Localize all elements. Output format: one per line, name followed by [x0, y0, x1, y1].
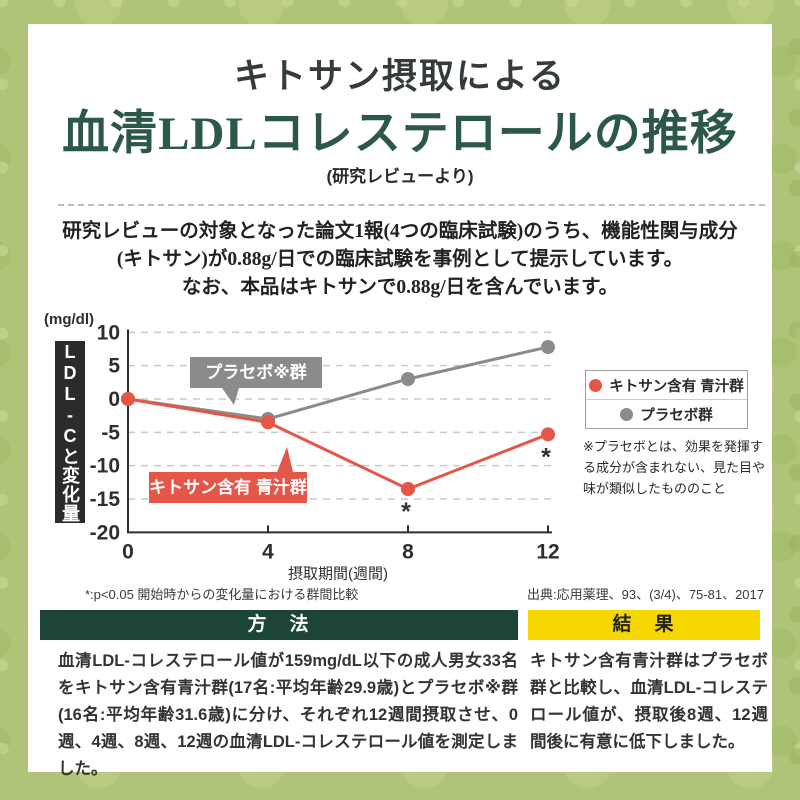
- svg-text:0: 0: [108, 388, 120, 411]
- svg-text:*: *: [401, 498, 411, 526]
- page-subtitle: (研究レビューより): [326, 167, 474, 186]
- intro-paragraph: 研究レビューの対象となった論文1報(4つの臨床試験)のうち、機能性関与成分 (キ…: [28, 218, 772, 302]
- dashed-divider: [58, 204, 765, 206]
- svg-text:5: 5: [108, 355, 120, 378]
- intro-line-3: なお、本品はキトサンで0.88g/日を含んでいます。: [181, 277, 619, 298]
- svg-text:*: *: [541, 443, 551, 471]
- svg-text:-10: -10: [90, 455, 120, 478]
- page-title-line2: 血清LDLコレステロールの推移: [62, 108, 738, 160]
- method-section-header: 方 法: [40, 610, 518, 640]
- white-card: キトサン摂取による 血清LDLコレステロールの推移 (研究レビューより) 研究レ…: [28, 24, 772, 778]
- svg-text:-15: -15: [90, 488, 120, 511]
- result-section-body: キトサン含有青汁群はプラセボ群と比較し、血清LDL-コレステロール値が、摂取後8…: [530, 652, 768, 751]
- legend-label-placebo: プラセボ群: [640, 407, 713, 424]
- svg-text:12: 12: [536, 540, 559, 563]
- svg-text:4: 4: [262, 540, 274, 563]
- legend-item-chitosan: キトサン含有 青汁群: [586, 371, 747, 399]
- svg-text:摂取期間(週間): 摂取期間(週間): [288, 565, 388, 582]
- intro-line-2: (キトサン)が0.88g/日での臨床試験を事例として提示しています。: [116, 249, 684, 270]
- source-citation: 出典:応用薬理、93、(3/4)、75-81、2017: [527, 587, 764, 602]
- svg-text:-20: -20: [90, 521, 120, 544]
- svg-text:0: 0: [122, 540, 134, 563]
- result-section-header: 結 果: [528, 610, 760, 640]
- legend-label-chitosan: キトサン含有 青汁群: [609, 378, 744, 395]
- svg-text:8: 8: [402, 540, 414, 563]
- chitosan-callout-label: キトサン含有 青汁群: [149, 447, 307, 503]
- placebo-callout-label: プラセボ※群: [190, 357, 322, 405]
- y-axis-label: LDL-Cと変化量: [55, 341, 85, 523]
- intro-line-1: 研究レビューの対象となった論文1報(4つの臨床試験)のうち、機能性関与成分: [62, 221, 738, 242]
- page-title-line1: キトサン摂取による: [234, 57, 566, 96]
- significance-footnote: *:p<0.05 開始時からの変化量における群間比較: [85, 587, 359, 602]
- svg-text:10: 10: [97, 321, 120, 344]
- svg-text:-5: -5: [101, 421, 120, 444]
- chitosan-dot-icon: [589, 378, 603, 392]
- method-section-body: 血清LDL-コレステロール値が159mg/dL以下の成人男女33名をキトサン含有…: [58, 652, 518, 778]
- chart-legend: キトサン含有 青汁群 プラセボ群: [585, 370, 748, 429]
- y-axis-unit-label: (mg/dl): [44, 311, 94, 328]
- placebo-definition-note: ※プラセボとは、効果を発揮する成分が含まれない、見た目や味が類似したもののこと: [583, 439, 766, 496]
- placebo-dot-icon: [620, 407, 634, 421]
- legend-item-placebo: プラセボ群: [586, 399, 747, 428]
